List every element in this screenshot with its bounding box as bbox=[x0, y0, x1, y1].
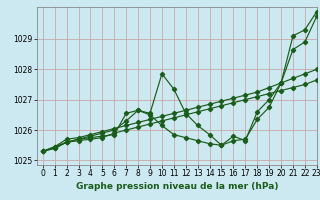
X-axis label: Graphe pression niveau de la mer (hPa): Graphe pression niveau de la mer (hPa) bbox=[76, 182, 278, 191]
